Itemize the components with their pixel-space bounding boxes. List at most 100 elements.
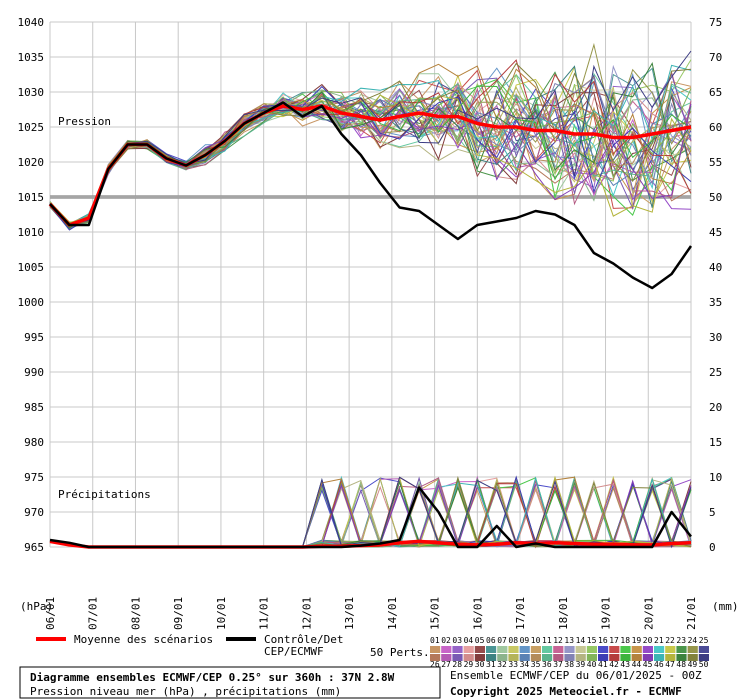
member-swatch	[463, 646, 474, 653]
member-number: 32	[497, 660, 507, 669]
member-number: 46	[654, 660, 664, 669]
y-right-tick-label: 55	[709, 156, 722, 169]
chart-title: Diagramme ensembles ECMWF/CEP 0.25° sur …	[30, 671, 395, 684]
chart-subtitle: Pression niveau mer (hPa) , précipitatio…	[30, 685, 341, 698]
y-left-tick-label: 1020	[18, 156, 45, 169]
y-right-tick-label: 75	[709, 16, 722, 29]
member-number: 19	[632, 636, 642, 645]
y-left-tick-label: 1000	[18, 296, 45, 309]
reference-line-1015	[50, 195, 691, 199]
member-pressure-line	[49, 82, 692, 226]
y-left-tick-label: 970	[24, 506, 44, 519]
member-number: 18	[620, 636, 630, 645]
x-tick-label: 15/01	[429, 597, 442, 630]
x-tick-label: 12/01	[300, 597, 313, 630]
member-number: 28	[452, 660, 462, 669]
member-swatch	[519, 646, 530, 653]
member-number: 04	[464, 636, 474, 645]
member-swatch	[452, 654, 463, 661]
y-left-tick-label: 985	[24, 401, 44, 414]
member-swatch	[508, 646, 519, 653]
member-number: 48	[676, 660, 686, 669]
x-tick-label: 14/01	[386, 597, 399, 630]
member-number: 47	[665, 660, 675, 669]
copyright: Copyright 2025 Meteociel.fr - ECMWF	[450, 685, 682, 698]
member-swatch	[676, 646, 687, 653]
member-swatch	[530, 654, 541, 661]
member-swatch	[564, 654, 575, 661]
member-swatch	[486, 646, 497, 653]
member-swatch	[575, 654, 586, 661]
member-swatch	[553, 654, 564, 661]
y-right-tick-label: 5	[709, 506, 716, 519]
y-right-tick-label: 70	[709, 51, 722, 64]
member-pressure-line	[49, 50, 692, 225]
member-number: 42	[609, 660, 619, 669]
member-number: 31	[486, 660, 496, 669]
member-number: 17	[609, 636, 619, 645]
member-number: 41	[598, 660, 608, 669]
y-left-tick-label: 965	[24, 541, 44, 554]
pressure-panel-label: Pression	[58, 115, 111, 128]
member-swatch	[497, 654, 508, 661]
x-tick-label: 17/01	[514, 597, 527, 630]
member-number: 30	[475, 660, 485, 669]
member-number: 05	[475, 636, 485, 645]
member-swatch	[698, 646, 709, 653]
member-swatch	[519, 654, 530, 661]
member-number: 08	[508, 636, 518, 645]
x-tick-label: 21/01	[685, 597, 698, 630]
member-swatch	[687, 654, 698, 661]
member-number: 07	[497, 636, 507, 645]
y-left-tick-label: 1040	[18, 16, 45, 29]
member-number: 39	[576, 660, 586, 669]
y-left-tick-label: 1010	[18, 226, 45, 239]
member-number: 44	[632, 660, 642, 669]
member-legend: 01 02 03 04 05 06 07 08 09 10 11 12 13 14 15 16 17 18 19 20…	[430, 636, 709, 669]
x-tick-label: 19/01	[600, 597, 613, 630]
member-number: 37	[553, 660, 563, 669]
legend-control-label-2: CEP/ECMWF	[264, 645, 324, 658]
y-right-tick-label: 60	[709, 121, 722, 134]
main-series	[48, 101, 693, 549]
member-swatch	[654, 646, 665, 653]
member-swatch	[620, 654, 631, 661]
member-swatch	[575, 646, 586, 653]
y-axis-ticks: 1040103510301025102010151010100510009959…	[18, 16, 723, 554]
member-number: 11	[542, 636, 552, 645]
y-left-tick-label: 990	[24, 366, 44, 379]
member-number: 33	[508, 660, 518, 669]
member-number: 10	[531, 636, 541, 645]
y-right-tick-label: 15	[709, 436, 722, 449]
member-number: 20	[643, 636, 653, 645]
member-swatch	[497, 646, 508, 653]
legend-control-label-1: Contrôle/Det	[264, 633, 343, 646]
member-number: 09	[520, 636, 530, 645]
member-number: 50	[699, 660, 709, 669]
x-tick-label: 09/01	[172, 597, 185, 630]
member-swatch	[620, 646, 631, 653]
member-number: 43	[620, 660, 630, 669]
y-left-tick-label: 1035	[18, 51, 45, 64]
ensemble-members	[49, 42, 692, 549]
x-tick-label: 08/01	[129, 597, 142, 630]
y-left-tick-label: 975	[24, 471, 44, 484]
member-swatch	[463, 654, 474, 661]
member-swatch	[631, 646, 642, 653]
member-swatch	[642, 646, 653, 653]
control-pressure-line	[49, 101, 693, 290]
member-number: 26	[430, 660, 440, 669]
member-number: 01	[430, 636, 440, 645]
member-swatch	[609, 654, 620, 661]
member-number: 35	[531, 660, 541, 669]
y-right-tick-label: 35	[709, 296, 722, 309]
x-axis-ticks: 06/01 07/01 08/01 09/01 10/01 11/01 12/01 13/01…	[44, 597, 698, 630]
x-tick-label: 06/01	[44, 597, 57, 630]
member-swatch	[654, 654, 665, 661]
member-swatch	[430, 654, 441, 661]
legend-perts-label: 50 Perts.	[370, 646, 430, 659]
member-swatch	[452, 646, 463, 653]
y-right-tick-label: 0	[709, 541, 716, 554]
x-tick-label: 10/01	[215, 597, 228, 630]
